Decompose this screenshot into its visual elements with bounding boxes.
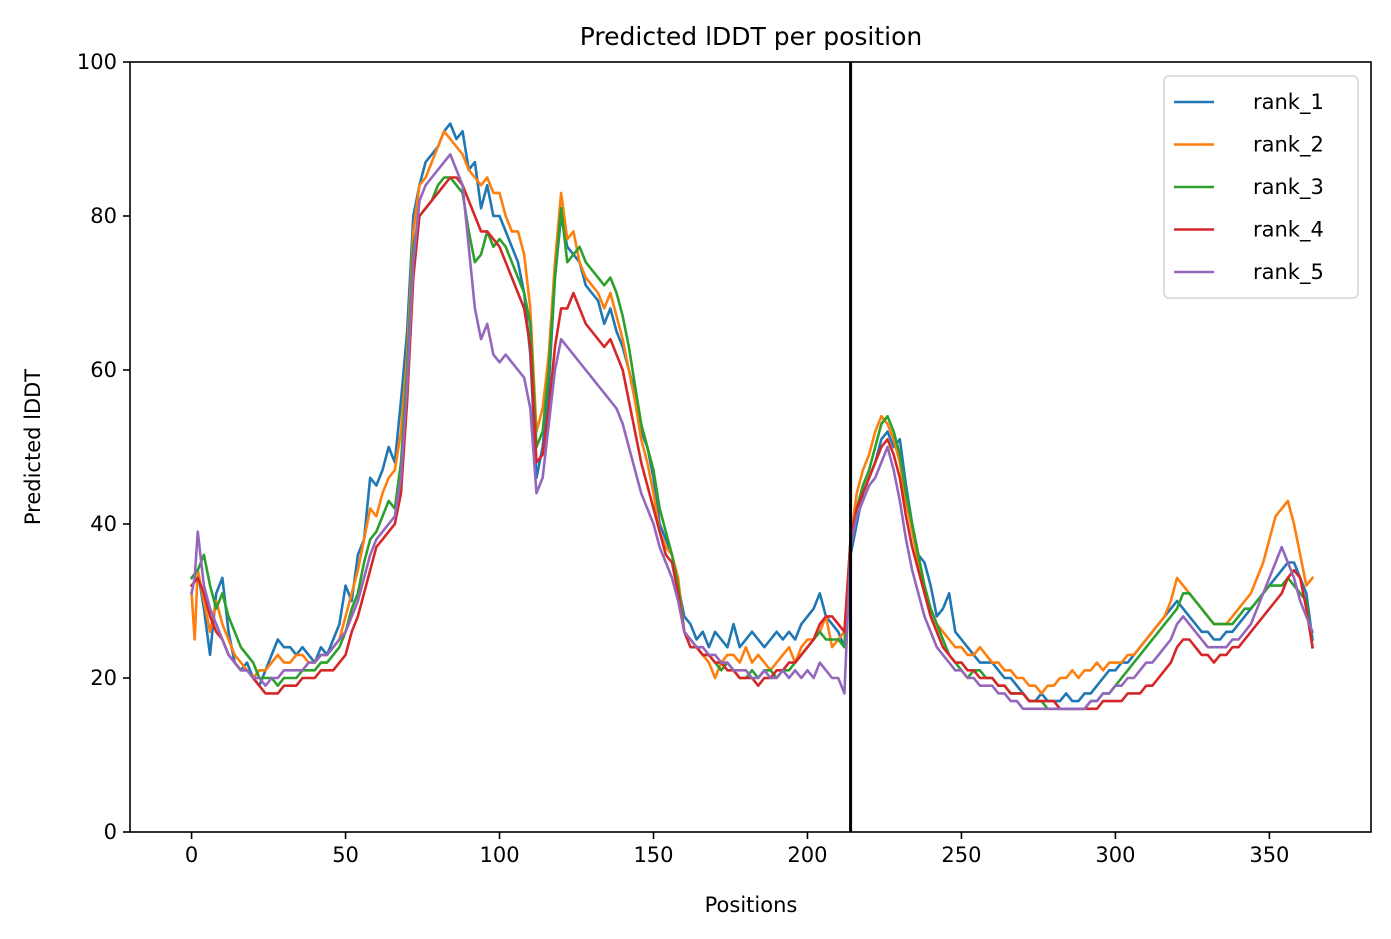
legend-box bbox=[1163, 75, 1359, 299]
y-tick-label: 60 bbox=[90, 358, 117, 382]
series-line-rank_3 bbox=[189, 176, 1314, 711]
x-tick-label: 0 bbox=[185, 843, 198, 867]
x-tick-label: 300 bbox=[1095, 843, 1135, 867]
y-tick-label: 0 bbox=[104, 820, 117, 844]
y-tick-label: 20 bbox=[90, 666, 117, 690]
y-axis-title: Predicted lDDT bbox=[21, 369, 45, 525]
legend-label-rank_2: rank_2 bbox=[1253, 133, 1324, 158]
x-tick-label: 50 bbox=[332, 843, 359, 867]
x-axis: 0 50 100 150 200 250 300 350 bbox=[185, 832, 1289, 867]
y-tick-label: 100 bbox=[77, 50, 117, 74]
x-tick-label: 200 bbox=[787, 843, 827, 867]
x-tick-label: 350 bbox=[1249, 843, 1289, 867]
legend: rank_1 rank_2 rank_3 rank_4 rank_5 bbox=[1163, 75, 1359, 299]
legend-label-rank_1: rank_1 bbox=[1253, 90, 1324, 115]
series-line-rank_5 bbox=[190, 153, 1315, 711]
legend-label-rank_4: rank_4 bbox=[1253, 218, 1324, 243]
legend-label-rank_5: rank_5 bbox=[1253, 260, 1324, 285]
plot-frame bbox=[129, 61, 1372, 833]
series-layer bbox=[189, 122, 1315, 711]
y-tick-label: 80 bbox=[90, 204, 117, 228]
series-line-rank_1 bbox=[189, 122, 1314, 703]
y-axis: 0 20 40 60 80 100 bbox=[77, 50, 130, 844]
x-axis-title: Positions bbox=[705, 893, 798, 917]
x-tick-label: 250 bbox=[941, 843, 981, 867]
y-tick-label: 40 bbox=[90, 512, 117, 536]
x-tick-label: 100 bbox=[479, 843, 519, 867]
x-tick-label: 150 bbox=[633, 843, 673, 867]
legend-label-rank_3: rank_3 bbox=[1253, 175, 1324, 200]
series-line-rank_2 bbox=[190, 130, 1315, 695]
chart-title: Predicted lDDT per position bbox=[580, 22, 922, 51]
